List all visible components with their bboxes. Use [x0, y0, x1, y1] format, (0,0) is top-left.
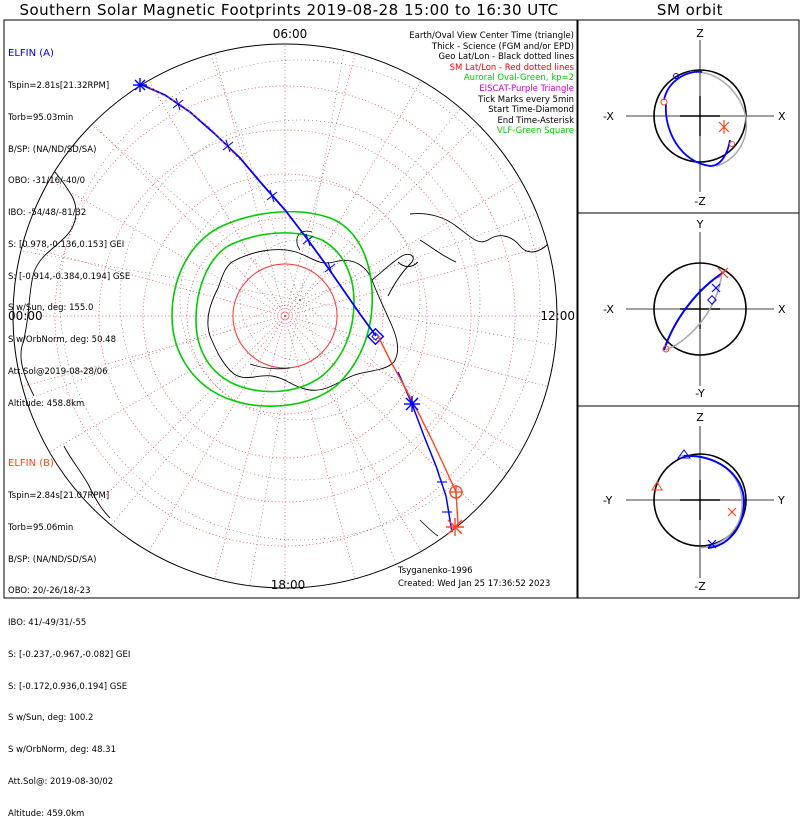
orbit-2-top-label: Y: [696, 218, 704, 231]
elfin-b-info: ELFIN (B) Tspin=2.84s[21.07RPM] Torb=95.…: [8, 438, 130, 830]
elfin-a-line: IBO: -54/48/-81/32: [8, 208, 87, 219]
orbit-1-right-label: X: [778, 110, 786, 123]
mlt-label-bottom: 18:00: [271, 578, 306, 592]
south-america-outline: [397, 213, 549, 267]
orbit-2-right-label: X: [778, 303, 786, 316]
elfin-b-line: Torb=95.06min: [8, 522, 74, 533]
orbit-3-top-label: Z: [696, 411, 704, 424]
elfin-a-name: ELFIN (A): [8, 48, 54, 60]
model-label: Tsyganenko-1996: [398, 566, 473, 576]
orbit-panel-yz: Z -Z -Y Y: [603, 411, 785, 593]
elfin-a-track-continued: [397, 371, 453, 533]
elfin-a-line: Att.Sol@2019-08-28/06: [8, 367, 108, 377]
elfin-a-line: S w/OrbNorm, deg: 50.48: [8, 335, 117, 346]
elfin-a-start-diamond: [366, 327, 385, 346]
auroral-oval-inner: [195, 232, 355, 393]
legend-item: Start Time-Diamond: [488, 105, 574, 116]
elfin-b-line: S w/OrbNorm, deg: 48.31: [8, 745, 117, 756]
elfin-a-line: Torb=95.03min: [8, 112, 74, 123]
map-frame: [3, 19, 578, 599]
legend-item: SM Lat/Lon - Red dotted lines: [449, 62, 574, 73]
mlt-label-left: 00:00: [8, 309, 43, 323]
elfin-a-info: ELFIN (A) Tspin=2.81s[21.32RPM] Torb=95.…: [8, 28, 130, 420]
orbit-panel-xz: Z -Z -X X: [603, 27, 786, 208]
elfin-b-line: S: [-0.172,0.936,0.194] GSE: [8, 681, 128, 692]
auroral-oval-outer: [171, 210, 374, 407]
elfin-a-view-asterisk: [404, 396, 420, 412]
legend-item: Auroral Oval-Green, kp=2: [463, 73, 574, 84]
elfin-a-line: Tspin=2.81s[21.32RPM]: [8, 80, 110, 91]
elfin-a-end-asterisk: [133, 78, 147, 92]
australia-outline: [20, 149, 77, 397]
elfin-b-line: Altitude: 459.0km: [8, 808, 85, 819]
elfin-b-track: [377, 335, 459, 525]
page-title: Southern Solar Magnetic Footprints 2019-…: [19, 1, 559, 19]
geo-grid: [13, 44, 557, 588]
elfin-b-line: Att.Sol@: 2019-08-30/02: [8, 777, 114, 787]
new-zealand-outline: [63, 445, 111, 519]
legend-item: Earth/Oval View Center Time (triangle): [409, 31, 574, 41]
elfin-a-line: S w/Sun, deg: 155.0: [8, 303, 94, 314]
legend-item: Tick Marks every 5min: [478, 94, 574, 105]
elfin-a-line: OBO: -31/16/-40/0: [8, 176, 86, 187]
orbit-2-bottom-label: -Y: [695, 387, 705, 400]
mlt-label-right: 12:00: [540, 309, 575, 323]
orbit-panels: Z -Z -X X Y -Y -X X Z -Z -Y: [603, 27, 786, 593]
elfin-b-line: B/SP: (NA/ND/SD/SA): [8, 554, 97, 565]
elfin-a-line: S: [-0.914,-0.384,0.194] GSE: [8, 271, 131, 282]
footprint-map: 06:00 00:00 12:00 18:00: [3, 19, 800, 599]
sm-grid: [13, 44, 557, 588]
map-boundary: [12, 43, 558, 589]
legend: Earth/Oval View Center Time (triangle) T…: [409, 31, 574, 137]
elfin-b-end-asterisk: [446, 518, 464, 536]
legend-item: EISCAT-Purple Triangle: [479, 83, 574, 94]
elfin-b-line: S w/Sun, deg: 100.2: [8, 713, 94, 724]
orbit-title: SM orbit: [656, 1, 724, 19]
elfin-b-line: S: [-0.237,-0.967,-0.082] GEI: [8, 649, 131, 660]
orbit-3-bottom-label: -Z: [694, 580, 706, 593]
legend-item: End Time-Asterisk: [497, 115, 574, 126]
orbit-1-left-label: -X: [603, 110, 614, 123]
elfin-b-track-early: [149, 87, 241, 161]
elfin-a-line: B/SP: (NA/ND/SD/SA): [8, 144, 97, 155]
orbit-panel-xy: Y -Y -X X: [603, 218, 786, 400]
orbit-2-left-label: -X: [603, 303, 614, 316]
legend-item: Thick - Science (FGM and/or EPD): [431, 41, 574, 52]
elfin-a-line: Altitude: 458.8km: [8, 398, 85, 409]
elfin-a-line: S: [0.978,-0.136,0.153] GEI: [8, 239, 125, 250]
elfin-b-line: Tspin=2.84s[21.07RPM]: [8, 490, 110, 501]
elfin-b-start-symbol: [449, 485, 463, 499]
created-timestamp: Created: Wed Jan 25 17:36:52 2023: [398, 579, 551, 589]
orbit-1-top-label: Z: [696, 27, 704, 40]
legend-item: Geo Lat/Lon - Black dotted lines: [438, 52, 574, 63]
orbit-1-bottom-label: -Z: [694, 195, 706, 208]
orbit-panel-frame-3: [577, 405, 800, 599]
orbit-3-right-label: Y: [777, 494, 785, 507]
elfin-b-name: ELFIN (B): [8, 458, 54, 470]
antarctica-outline: [207, 249, 399, 391]
legend-item: VLF-Green Square: [496, 126, 574, 137]
elfin-b-line: OBO: 20/-26/18/-23: [8, 586, 91, 597]
orbit-3-left-label: -Y: [603, 494, 613, 507]
elfin-a-ticks: [172, 97, 452, 513]
antarctic-peninsula: [371, 253, 414, 297]
elfin-b-line: IBO: 41/-49/31/-55: [8, 618, 87, 629]
ice-shelf-outline: [249, 230, 313, 370]
mlt-label-top: 06:00: [273, 27, 308, 41]
